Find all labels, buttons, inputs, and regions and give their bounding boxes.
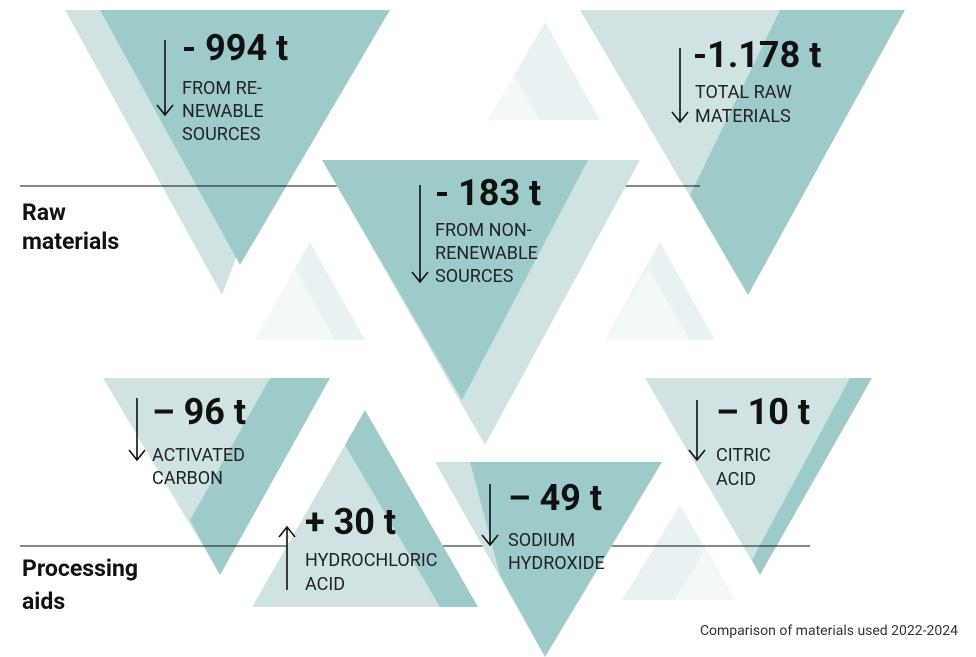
section-label: Processing bbox=[22, 555, 138, 582]
value: - 994 t bbox=[182, 27, 288, 69]
label: SODIUM bbox=[508, 530, 575, 551]
section-label: Raw bbox=[22, 199, 66, 226]
arrows bbox=[128, 40, 706, 590]
label: SOURCES bbox=[435, 266, 514, 287]
label: ACID bbox=[716, 469, 756, 490]
label: ACID bbox=[305, 574, 345, 595]
label: CITRIC bbox=[716, 445, 771, 466]
label: SOURCES bbox=[182, 124, 261, 145]
label: HYDROCHLORIC bbox=[305, 550, 437, 571]
label: ACTIVATED bbox=[152, 445, 245, 466]
label: MATERIALS bbox=[695, 106, 791, 127]
value: -1.178 t bbox=[693, 34, 821, 76]
label: TOTAL RAW bbox=[695, 82, 792, 103]
triangle-renewable bbox=[65, 10, 390, 295]
footnote: Comparison of materials used 2022-2024 bbox=[700, 623, 958, 639]
value: – 10 t bbox=[716, 391, 810, 433]
section-label: aids bbox=[22, 588, 65, 615]
triangle-total bbox=[580, 10, 905, 295]
triangle-hydrochloric bbox=[252, 410, 478, 607]
label: HYDROXIDE bbox=[508, 553, 605, 574]
value: – 49 t bbox=[508, 477, 602, 519]
value: + 30 t bbox=[305, 501, 396, 543]
triangle-citric bbox=[645, 378, 872, 575]
triangle-sodium bbox=[435, 462, 662, 657]
label: FROM NON- bbox=[435, 220, 532, 241]
value: – 96 t bbox=[152, 391, 246, 433]
label: CARBON bbox=[152, 468, 223, 489]
value: - 183 t bbox=[435, 172, 541, 214]
triangle-carbon bbox=[103, 378, 330, 575]
label: FROM RE- bbox=[182, 78, 262, 99]
label: RENEWABLE bbox=[435, 243, 538, 264]
label: NEWABLE bbox=[182, 101, 264, 122]
decor-triangles-inner bbox=[255, 75, 735, 600]
triangle-nonrenewable bbox=[322, 160, 640, 445]
section-label: materials bbox=[22, 228, 119, 255]
